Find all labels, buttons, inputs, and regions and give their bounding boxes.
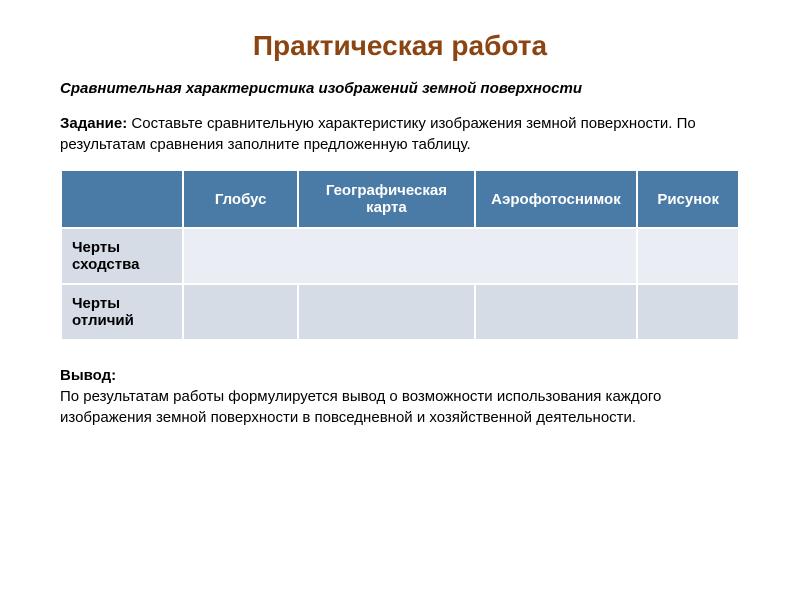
table-cell [298, 284, 474, 340]
table-row: Черты отличий [61, 284, 739, 340]
table-header-col2: Географическая карта [298, 170, 474, 228]
table-row: Черты сходства [61, 228, 739, 284]
conclusion-text: По результатам работы формулируется выво… [60, 388, 661, 426]
subtitle: Сравнительная характеристика изображений… [60, 80, 740, 97]
table-cell [183, 228, 637, 284]
task-text: Составьте сравнительную характеристику и… [60, 115, 696, 153]
task-paragraph: Задание: Составьте сравнительную характе… [60, 113, 740, 155]
table-header-row: Глобус Географическая карта Аэрофотосним… [61, 170, 739, 228]
table-cell [183, 284, 298, 340]
table-header-col4: Рисунок [637, 170, 739, 228]
table-cell [637, 284, 739, 340]
table-header-col1: Глобус [183, 170, 298, 228]
row-header-difference: Черты отличий [61, 284, 183, 340]
conclusion-paragraph: Вывод: По результатам работы формулирует… [60, 365, 740, 428]
table-header-corner [61, 170, 183, 228]
table-cell [637, 228, 739, 284]
task-label: Задание: [60, 115, 127, 132]
conclusion-label: Вывод: [60, 367, 116, 384]
table-cell [475, 284, 638, 340]
table-header-col3: Аэрофотоснимок [475, 170, 638, 228]
page-title: Практическая работа [60, 30, 740, 62]
row-header-similarity: Черты сходства [61, 228, 183, 284]
comparison-table: Глобус Географическая карта Аэрофотосним… [60, 169, 740, 341]
